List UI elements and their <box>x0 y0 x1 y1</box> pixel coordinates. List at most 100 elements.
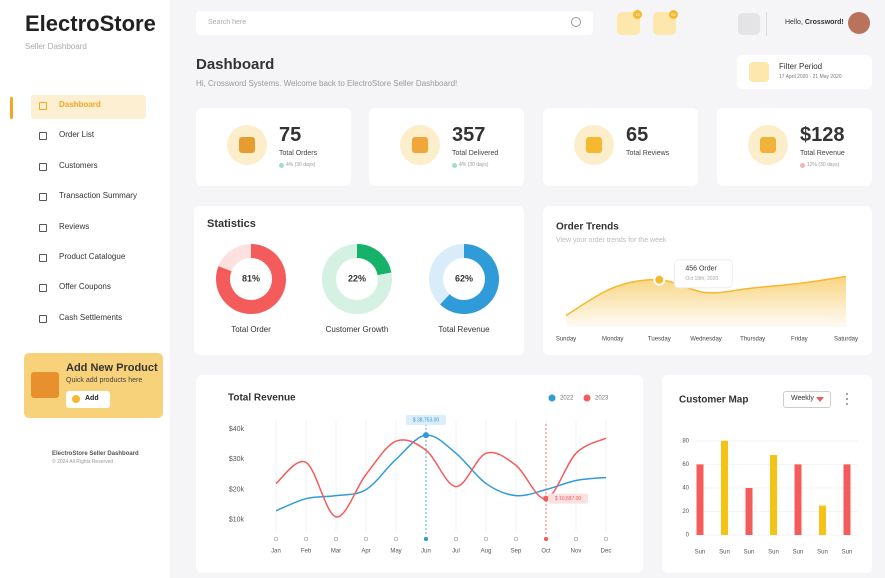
donut-name: Customer Growth <box>326 325 389 334</box>
stat-change: 4% (30 days) <box>459 162 489 168</box>
x-tick-dot <box>393 536 399 542</box>
x-tick-dot <box>603 536 609 542</box>
x-tick-dot <box>573 536 579 542</box>
search-icon <box>571 17 581 27</box>
x-tick-label: Sunday <box>556 337 576 343</box>
donut-hole <box>341 263 373 295</box>
donut-name: Total Order <box>231 325 271 334</box>
search-placeholder[interactable]: Search here <box>208 19 247 26</box>
greeting: Hello, Crossword! <box>785 19 844 26</box>
welcome: Hi, Crossword Systems. Welcome back to E… <box>196 79 458 88</box>
donut-hole <box>235 263 267 295</box>
donut-name: Total Revenue <box>438 325 490 334</box>
x-tick-dot <box>273 536 279 542</box>
nav-icon <box>39 132 47 141</box>
donut-hole <box>448 263 480 295</box>
x-tick-label: Feb <box>301 549 312 555</box>
x-tick-label: Jun <box>421 549 431 555</box>
nav-icon <box>39 223 47 232</box>
stat-icon <box>239 137 255 153</box>
x-tick-label: Sun <box>744 550 755 556</box>
annotation-axis-dot <box>544 537 548 541</box>
search-box[interactable] <box>196 11 593 35</box>
tooltip <box>673 259 733 289</box>
x-tick-label: Apr <box>361 549 370 555</box>
trend-area <box>566 276 846 327</box>
x-tick-label: Oct <box>541 549 551 555</box>
stat-icon <box>412 137 428 153</box>
filter-range[interactable]: 17 April 2020 - 21 May 2020 <box>779 74 842 80</box>
nav-item[interactable]: Reviews <box>59 221 90 231</box>
x-tick-label: Sep <box>511 549 522 555</box>
legend-dot <box>548 394 556 402</box>
stat-value: 357 <box>452 124 486 146</box>
x-tick-label: Sun <box>695 550 706 556</box>
trend-line <box>565 275 847 317</box>
stat-change-icon <box>800 163 805 168</box>
x-tick-dot <box>453 536 459 542</box>
nav-item[interactable]: Offer Coupons <box>59 282 111 292</box>
active-highlight <box>31 95 146 119</box>
bar <box>696 464 704 535</box>
weekly-dropdown[interactable] <box>783 391 831 408</box>
x-tick-dot <box>363 536 369 542</box>
nav-item[interactable]: Transaction Summary <box>59 191 137 201</box>
donut-segment <box>440 244 499 314</box>
y-tick-label: 0 <box>686 533 690 539</box>
x-tick-label: Mar <box>331 549 341 555</box>
tooltip-date: Oct 18th, 2020 <box>685 276 718 282</box>
x-tick-label: Nov <box>571 549 582 555</box>
stat-icon <box>760 137 776 153</box>
y-tick-label: $30k <box>229 456 245 463</box>
nav-icon <box>39 193 47 202</box>
legend-label: 2022 <box>560 396 574 402</box>
annotation-label: $ 38,753.00 <box>413 417 440 423</box>
nav-item[interactable]: Cash Settlements <box>59 312 123 322</box>
nav-item[interactable]: Dashboard <box>59 100 101 109</box>
active-indicator <box>10 97 13 119</box>
x-tick-label: Sun <box>768 550 779 556</box>
x-tick-label: Sun <box>842 550 853 556</box>
footer-name: ElectroStore Seller Dashboard <box>52 451 139 457</box>
settings-button[interactable] <box>738 13 760 35</box>
annotation-point <box>543 495 549 502</box>
x-tick-label: Monday <box>602 337 623 343</box>
stat-value: 65 <box>626 124 649 146</box>
avatar[interactable] <box>848 12 870 34</box>
menu-dot <box>846 393 848 395</box>
x-tick-dot <box>483 536 489 542</box>
legend-label: 2023 <box>595 396 609 402</box>
nav-item[interactable]: Customers <box>59 160 98 170</box>
add-button-label[interactable]: Add <box>85 395 99 402</box>
donut-label: 62% <box>455 273 473 283</box>
x-tick-label: Tuesday <box>648 337 671 343</box>
y-tick-label: $10k <box>229 517 245 524</box>
weekly-label[interactable]: Weekly <box>791 395 814 402</box>
filter-label[interactable]: Filter Period <box>779 62 823 71</box>
bar <box>721 440 728 535</box>
bar <box>770 455 777 535</box>
nav-icon <box>39 162 47 171</box>
x-tick-label: Jul <box>452 549 460 555</box>
promo-icon <box>31 372 59 398</box>
x-tick-label: Aug <box>481 549 492 555</box>
nav-item[interactable]: Product Catalogue <box>59 252 126 261</box>
x-tick-label: Wednesday <box>690 337 722 343</box>
y-tick-label: $40k <box>229 426 245 433</box>
annotation-label: $ 10,687.00 <box>555 496 582 502</box>
menu-dot <box>846 403 848 405</box>
x-tick-label: May <box>390 549 401 555</box>
stat-card <box>196 108 351 186</box>
message-badge: 52 <box>669 10 678 19</box>
stat-change: 4% (30 days) <box>286 162 316 168</box>
stat-change-icon <box>279 163 284 168</box>
nav-item[interactable]: Order List <box>59 130 95 140</box>
stat-card <box>369 108 524 186</box>
divider <box>766 12 767 36</box>
nav-icon <box>39 102 47 110</box>
bar <box>843 464 851 535</box>
stat-card <box>543 108 698 186</box>
donut-label: 81% <box>242 273 260 283</box>
